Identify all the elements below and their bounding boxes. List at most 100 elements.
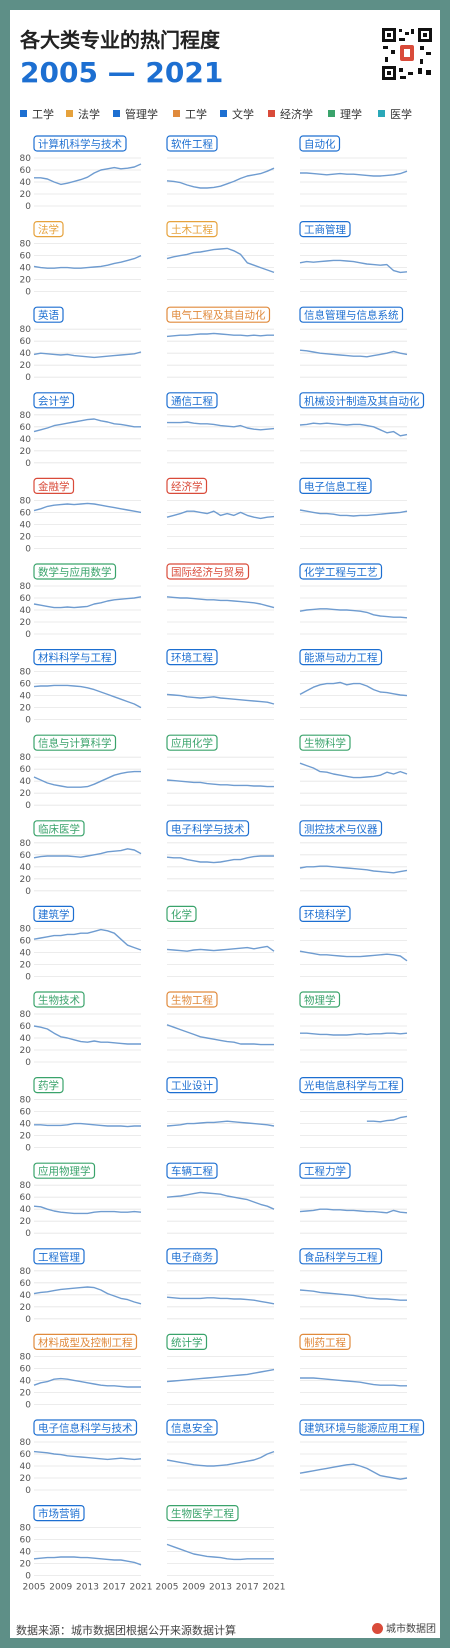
panel: 工程力学 [299, 1162, 408, 1234]
panel-title: 工程管理 [38, 1250, 80, 1263]
panel: 车辆工程 [166, 1162, 275, 1234]
series-line [166, 510, 275, 520]
y-tick-label: 40 [20, 1205, 32, 1215]
y-tick-label: 80 [20, 240, 32, 250]
panel: 生物科学 [299, 734, 408, 806]
panel-title-box [166, 1162, 218, 1179]
y-tick-label: 0 [25, 1400, 31, 1410]
series-line [33, 1377, 141, 1388]
panel-title: 临床医学 [38, 822, 80, 835]
series-line [166, 1191, 275, 1210]
legend-item: 管理学 [113, 106, 158, 122]
series-line [33, 418, 141, 433]
series-line [299, 1463, 408, 1480]
series-line [299, 259, 408, 274]
panel-title-box [166, 563, 250, 580]
y-tick-label: 20 [20, 1560, 32, 1570]
series-line [166, 945, 275, 952]
panel-title-box [33, 1162, 96, 1179]
y-tick-label: 0 [25, 1315, 31, 1325]
panel-title: 工商管理 [304, 223, 346, 236]
panel-title-box [299, 477, 372, 494]
series-line [33, 848, 142, 859]
x-tick-label: 2021 [263, 1583, 286, 1593]
panel-title-box [33, 1076, 64, 1094]
panel-title-box [299, 1248, 383, 1265]
y-tick-label: 60 [20, 1022, 32, 1032]
x-tick-label: 2017 [103, 1583, 126, 1593]
year-range: 2005 — 2021 [20, 56, 224, 89]
brand-icon [372, 1623, 383, 1634]
panel: 电子科学与技术 [166, 820, 274, 892]
series-line [166, 167, 275, 189]
panel: 软件工程 [166, 135, 275, 207]
panel-title-box [166, 135, 218, 152]
panel-title: 数学与应用数学 [38, 566, 112, 579]
series-line [33, 596, 142, 609]
y-tick-label: 0 [25, 1229, 31, 1239]
series-line [299, 349, 408, 358]
panel: 信息安全 [166, 1419, 275, 1491]
panel: 食品科学与工程 [299, 1248, 407, 1320]
panel: 测控技术与仪器 [299, 820, 408, 892]
y-tick-label: 20 [20, 190, 32, 200]
panel-title: 生物工程 [171, 994, 213, 1007]
panel-title: 信息管理与信息系统 [304, 309, 399, 322]
legend-label: 管理学 [125, 108, 158, 121]
panel-title: 国际经济与贸易 [171, 566, 245, 579]
panel-title: 电子商务 [171, 1250, 213, 1263]
y-tick-label: 0 [25, 1058, 31, 1068]
x-tick-label: 2005 [156, 1583, 179, 1593]
series-line [166, 1543, 274, 1561]
y-tick-label: 60 [20, 166, 32, 176]
legend-label: 理学 [340, 108, 362, 121]
y-tick-label: 40 [20, 1034, 32, 1044]
panel-title-box [33, 1333, 138, 1351]
legend-label: 医学 [390, 108, 412, 121]
y-tick-label: 80 [20, 924, 32, 934]
y-tick-label: 20 [20, 361, 32, 371]
panel-title: 生物医学工程 [171, 1507, 234, 1520]
brand-logo: 城市数据团 [372, 1620, 436, 1635]
y-tick-label: 80 [20, 1352, 32, 1362]
x-tick-label: 2021 [130, 1583, 153, 1593]
legend-swatch [113, 110, 120, 117]
panel-title-box [166, 1504, 239, 1522]
series-line [167, 421, 275, 431]
y-tick-label: 60 [20, 765, 32, 775]
panel: 国际经济与贸易 [166, 563, 275, 635]
legend: 工学 法学 管理学 工学 文学 经济学 理学 医学 [20, 106, 440, 122]
x-tick-label: 2009 [182, 1583, 205, 1593]
y-tick-label: 20 [20, 704, 32, 714]
series-line [166, 247, 275, 274]
panel-title-box [299, 820, 383, 837]
panel: 工业设计 [166, 1076, 275, 1148]
y-tick-label: 80 [20, 411, 32, 421]
panel-title: 统计学 [171, 1336, 203, 1349]
panel-title: 生物科学 [304, 737, 346, 750]
panel-title: 软件工程 [171, 138, 213, 151]
series-line [366, 1115, 408, 1123]
series-line [33, 1556, 142, 1566]
panel: 电子信息科学与技术 80 60 40 20 0 [20, 1419, 142, 1496]
panel: 能源与动力工程 [299, 648, 408, 720]
panel-title: 机械设计制造及其自动化 [304, 394, 420, 407]
y-tick-label: 80 [20, 1524, 32, 1534]
y-tick-label: 60 [20, 1279, 32, 1289]
panel-title-box [166, 1333, 208, 1351]
panel: 建筑学 80 60 40 20 0 [20, 905, 142, 982]
panel-title-box [299, 991, 341, 1008]
y-tick-label: 60 [20, 337, 32, 347]
series-line [33, 1450, 142, 1461]
panel: 材料成型及控制工程 80 60 40 20 0 [20, 1333, 141, 1410]
series-line [33, 351, 142, 359]
panel-title: 药学 [38, 1079, 59, 1092]
panel-title: 化学工程与工艺 [304, 566, 378, 579]
y-tick-label: 40 [20, 1548, 32, 1558]
panel: 临床医学 80 60 40 20 0 [20, 820, 142, 897]
series-line [166, 855, 274, 864]
series-line [33, 1286, 142, 1305]
panel: 法学 80 60 40 20 0 [20, 221, 142, 298]
y-tick-label: 20 [20, 1132, 32, 1142]
